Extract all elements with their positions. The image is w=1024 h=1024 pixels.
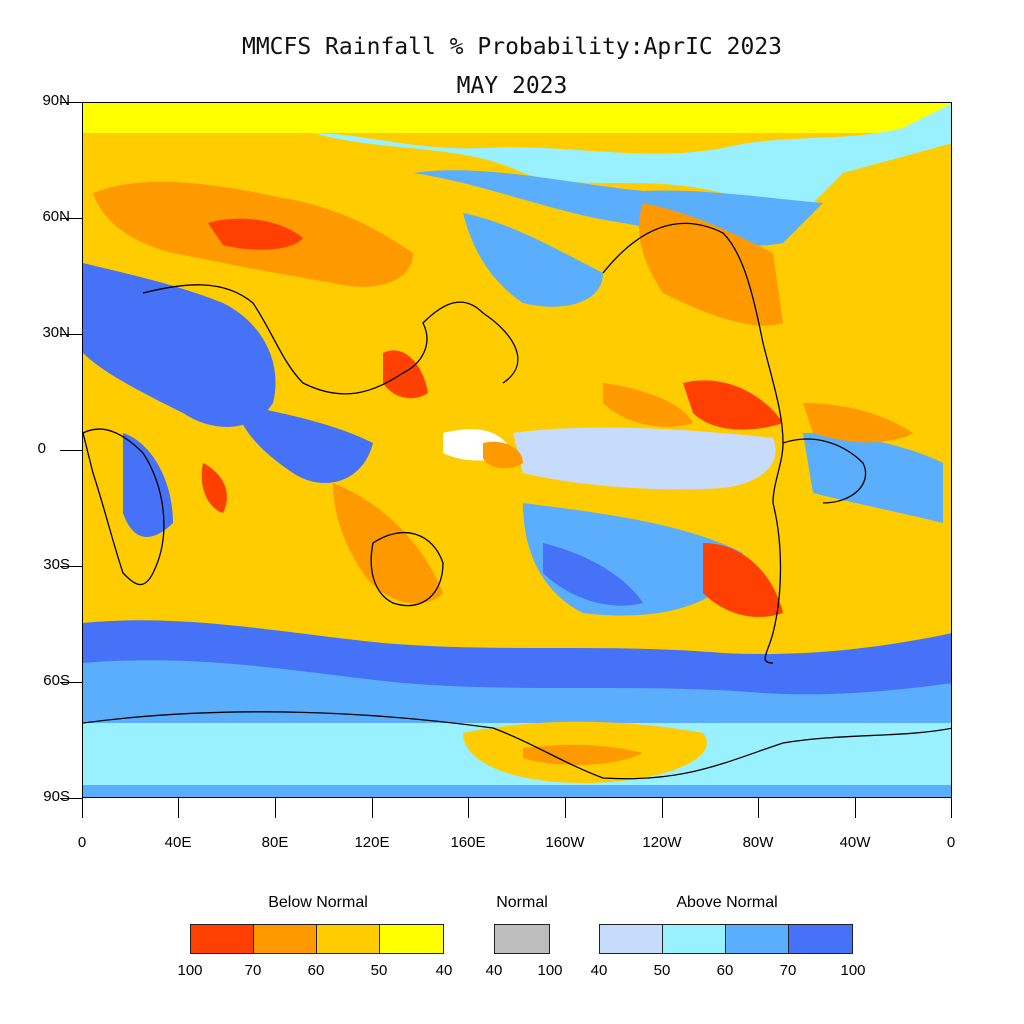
lat-label-60s: 60S: [43, 672, 70, 689]
legend-normal-label: 40: [485, 962, 503, 979]
y-tick: [60, 450, 82, 451]
lat-label-30s: 30S: [43, 556, 70, 573]
legend-above-swatch: [662, 924, 726, 954]
x-tick: [372, 798, 373, 818]
x-tick: [275, 798, 276, 818]
legend-above-title: Above Normal: [676, 894, 778, 911]
legend-above-label: 50: [653, 962, 671, 979]
y-tick: [60, 334, 82, 335]
lon-label-40e: 40E: [164, 834, 192, 851]
legend-above-label: 60: [716, 962, 734, 979]
y-tick: [60, 102, 82, 103]
probability-field: [83, 103, 951, 797]
lon-label-160w: 160W: [545, 834, 585, 851]
legend-below-swatch: [190, 924, 254, 954]
legend-below-label: 50: [370, 962, 388, 979]
legend-normal-label: 100: [537, 962, 563, 979]
lat-label-90n: 90N: [42, 92, 70, 109]
legend-above-label: 100: [840, 962, 866, 979]
x-tick: [758, 798, 759, 818]
legend-normal-title: Normal: [496, 894, 548, 911]
legend-above-swatch: [788, 924, 853, 954]
map-title: MMCFS Rainfall % Probability:AprIC 2023: [241, 34, 783, 60]
lat-label-30n: 30N: [42, 324, 70, 341]
lon-label-0-west: 0: [77, 834, 87, 851]
lon-label-160e: 160E: [450, 834, 486, 851]
legend-above-swatch: [599, 924, 663, 954]
x-tick: [951, 798, 952, 818]
map-subtitle: MAY 2023: [456, 73, 568, 99]
lon-label-120e: 120E: [354, 834, 390, 851]
lat-label-90s: 90S: [43, 788, 70, 805]
x-tick: [468, 798, 469, 818]
y-tick: [60, 566, 82, 567]
y-tick: [60, 218, 82, 219]
lat-label-0: 0: [37, 440, 46, 457]
legend-below-swatch: [253, 924, 317, 954]
probability-map: [82, 102, 952, 798]
lon-label-0-east: 0: [946, 834, 956, 851]
lon-label-80w: 80W: [742, 834, 774, 851]
legend-above-swatch: [725, 924, 789, 954]
legend-below-swatch: [316, 924, 380, 954]
x-tick: [662, 798, 663, 818]
lon-label-120w: 120W: [642, 834, 682, 851]
legend-above-label: 70: [779, 962, 797, 979]
legend-below-label: 70: [244, 962, 262, 979]
legend-above-label: 40: [590, 962, 608, 979]
x-tick: [855, 798, 856, 818]
lon-label-80e: 80E: [261, 834, 289, 851]
legend-below-swatch: [379, 924, 444, 954]
y-tick: [60, 798, 82, 799]
x-tick: [178, 798, 179, 818]
legend-below-title: Below Normal: [268, 894, 368, 911]
x-tick: [82, 798, 83, 818]
lon-label-40w: 40W: [839, 834, 871, 851]
legend-below-label: 100: [177, 962, 203, 979]
legend-normal-swatch: [494, 924, 550, 954]
lat-label-60n: 60N: [42, 208, 70, 225]
legend-below-label: 60: [307, 962, 325, 979]
x-tick: [565, 798, 566, 818]
legend-below-label: 40: [435, 962, 453, 979]
y-tick: [60, 682, 82, 683]
